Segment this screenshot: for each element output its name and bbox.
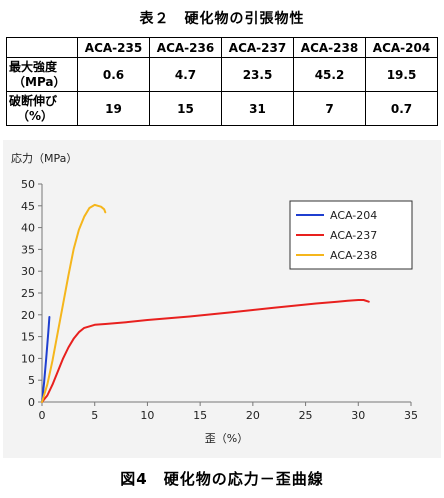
y-tick-label: 30: [21, 265, 35, 278]
x-tick-label: 35: [404, 409, 418, 422]
table-cell: 7: [293, 91, 366, 126]
x-axis-label: 歪（%）: [205, 432, 248, 445]
table-cell: 19: [77, 91, 150, 126]
stress-strain-chart: 応力（MPa） 0 5 10 15 20 25 30 35 40 45 50 0 5 10 15 20 25 30 3…: [11, 151, 418, 445]
y-tick-label: 25: [21, 287, 35, 300]
table-row-strength: 最大強度 （MPa） 0.6 4.7 23.5 45.2 19.5: [6, 57, 438, 92]
table-cell: 0.7: [365, 91, 438, 126]
column-header: ACA-237: [221, 37, 294, 58]
table-cell: 15: [149, 91, 222, 126]
x-tick-label: 25: [299, 409, 313, 422]
y-tick-label: 10: [21, 352, 35, 365]
table-cell: 31: [221, 91, 294, 126]
x-tick-label: 30: [351, 409, 365, 422]
x-tick-label: 0: [39, 409, 46, 422]
y-tick-label: 0: [28, 396, 35, 409]
table-cell: 19.5: [365, 57, 438, 92]
row-label-elongation: 破断伸び （%）: [6, 91, 78, 126]
y-axis-label: 応力（MPa）: [11, 151, 77, 165]
chart-area: 応力（MPa） 0 5 10 15 20 25 30 35 40 45 50 0 5 10 15 20 25 30 3…: [3, 140, 441, 458]
x-tick-label: 10: [140, 409, 154, 422]
legend-entry: ACA-238: [330, 249, 377, 262]
x-tick-label: 5: [91, 409, 98, 422]
y-tick-label: 5: [28, 374, 35, 387]
figure-caption: 図4 硬化物の応力－歪曲線: [120, 470, 324, 488]
y-tick-label: 45: [21, 200, 35, 213]
column-header: ACA-204: [365, 37, 438, 58]
series-line-aca-237: [41, 299, 370, 403]
table-cell: 23.5: [221, 57, 294, 92]
column-header: ACA-238: [293, 37, 366, 58]
table-cell: 45.2: [293, 57, 366, 92]
y-tick-label: 40: [21, 222, 35, 235]
y-tick-label: 15: [21, 331, 35, 344]
legend-entry: ACA-237: [330, 229, 377, 242]
legend-entry: ACA-204: [330, 209, 377, 222]
y-tick-label: 50: [21, 178, 35, 191]
y-tick-label: 35: [21, 243, 35, 256]
series-line-aca-204: [41, 316, 51, 403]
series-line-aca-238: [41, 203, 107, 403]
table-corner-cell: [6, 37, 78, 58]
table-row-elongation: 破断伸び （%） 19 15 31 7 0.7: [6, 91, 438, 126]
table-header-row: ACA-235 ACA-236 ACA-237 ACA-238 ACA-204: [6, 37, 438, 58]
table-cell: 4.7: [149, 57, 222, 92]
properties-table: ACA-235 ACA-236 ACA-237 ACA-238 ACA-204 …: [6, 37, 438, 126]
y-tick-label: 20: [21, 309, 35, 322]
table-title: 表２ 硬化物の引張物性: [139, 11, 305, 27]
column-header: ACA-236: [149, 37, 222, 58]
column-header: ACA-235: [77, 37, 150, 58]
x-tick-label: 20: [246, 409, 260, 422]
table-cell: 0.6: [77, 57, 150, 92]
x-tick-label: 15: [193, 409, 207, 422]
row-label-strength: 最大強度 （MPa）: [6, 57, 78, 92]
